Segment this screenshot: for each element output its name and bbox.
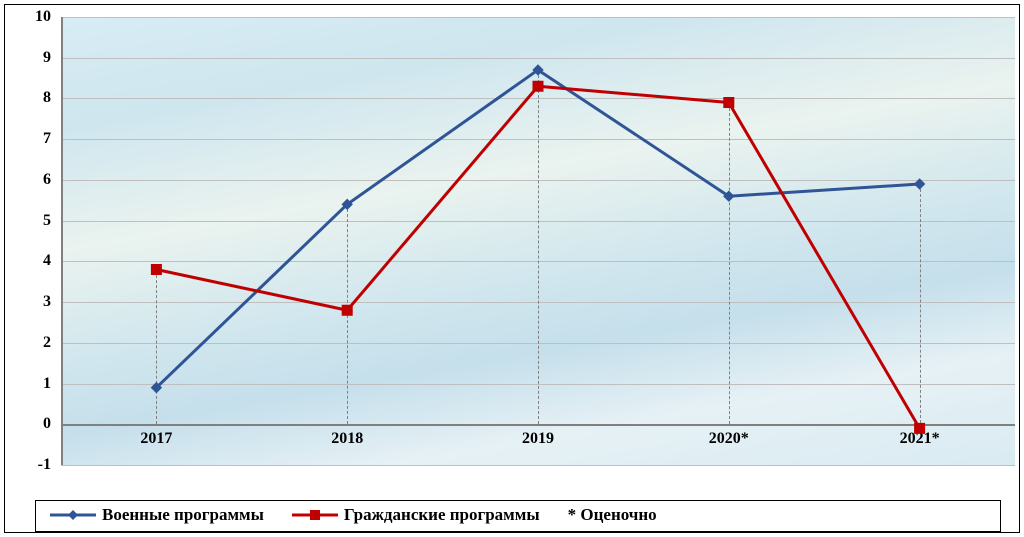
marker-civil (151, 265, 161, 275)
series-lines (5, 5, 1024, 485)
legend-swatch-civil (292, 506, 338, 524)
legend-item-civil: Гражданские программы (292, 505, 540, 525)
marker-civil (915, 423, 925, 433)
legend-note: * Оценочно (568, 505, 657, 525)
marker-civil (533, 81, 543, 91)
legend-label-military: Военные программы (102, 505, 264, 525)
marker-military (915, 179, 925, 189)
series-line-civil (156, 86, 919, 428)
chart-frame: -1012345678910 2017201820192020*2021* Во… (4, 4, 1020, 533)
marker-civil (724, 98, 734, 108)
legend-swatch-military (50, 506, 96, 524)
legend-label-civil: Гражданские программы (344, 505, 540, 525)
series-line-military (156, 70, 919, 388)
legend: Военные программы Гражданские программы … (35, 500, 1001, 532)
marker-civil (342, 305, 352, 315)
legend-item-military: Военные программы (50, 505, 264, 525)
